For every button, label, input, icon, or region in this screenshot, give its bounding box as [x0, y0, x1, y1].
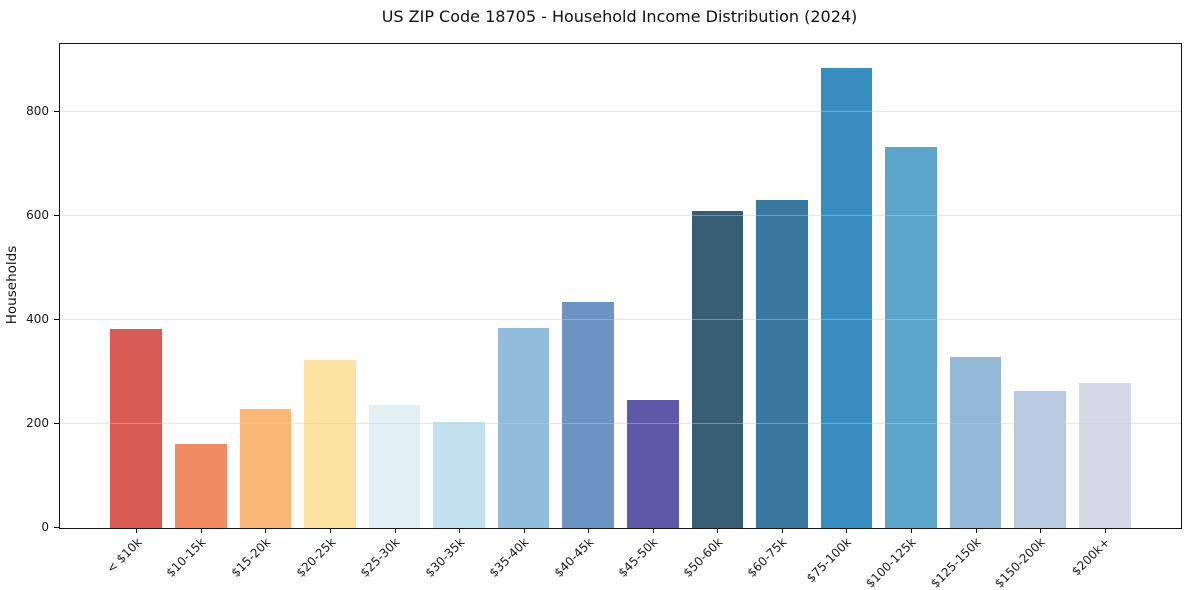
x-tick-mark: [523, 528, 525, 533]
bar: [691, 211, 744, 528]
y-tick-mark: [54, 318, 59, 320]
y-tick-label: 800: [26, 103, 49, 118]
x-tick-mark: [329, 528, 331, 533]
x-tick-label: $20-25k: [293, 535, 338, 580]
y-tick-mark: [54, 422, 59, 424]
x-tick-mark: [136, 528, 138, 533]
y-tick-mark: [54, 527, 59, 528]
y-tick-label: 600: [26, 207, 49, 222]
bar: [497, 327, 550, 528]
bar-slot: [685, 44, 750, 528]
y-tick-label: 200: [26, 415, 49, 430]
x-tick-label: $25-30k: [357, 535, 403, 580]
bar: [1014, 391, 1066, 528]
x-tick-label: $50-60k: [680, 535, 726, 580]
bar-slot: [233, 44, 298, 528]
bar-slot: [1008, 44, 1073, 528]
bar-slot: [491, 44, 556, 528]
bar-slot: [556, 44, 621, 528]
x-tick-label: $15-20k: [228, 535, 274, 580]
x-tick-label: $125-150k: [927, 535, 984, 590]
x-tick-label: $100-125k: [863, 535, 919, 590]
x-tick-label: $150-200k: [992, 535, 1049, 590]
x-tick-mark: [781, 528, 783, 533]
bar-slot: [879, 44, 944, 528]
bar-slot: [169, 44, 234, 528]
x-tick-mark: [717, 528, 719, 533]
x-tick-label: $200k+: [1069, 535, 1113, 579]
x-tick-mark: [265, 528, 267, 533]
x-tick-mark: [588, 528, 590, 533]
bar: [110, 328, 163, 528]
x-tick-label: $60-75k: [744, 535, 790, 580]
bar: [1078, 382, 1131, 528]
bar: [756, 199, 808, 528]
x-tick-mark: [652, 528, 654, 533]
bar-slot: [1072, 44, 1137, 528]
x-tick-mark: [1040, 528, 1042, 533]
bar-slot: [298, 44, 363, 528]
x-tick-mark: [394, 528, 396, 533]
bar: [239, 408, 292, 528]
x-tick-label: < $10k: [103, 535, 145, 576]
x-tick-mark: [459, 528, 461, 533]
bar-slot: [362, 44, 427, 528]
bar: [626, 399, 679, 528]
bar: [175, 443, 227, 528]
x-tick-label: $10-15k: [163, 535, 209, 580]
plot-area: [59, 43, 1182, 529]
bar-slot: [814, 44, 879, 528]
bar: [433, 422, 485, 528]
x-tick-label: $35-40k: [486, 535, 532, 580]
bar: [949, 356, 1002, 528]
x-tick-mark: [846, 528, 848, 533]
bar-slot: [621, 44, 686, 528]
bar: [885, 146, 937, 528]
x-tick-mark: [975, 528, 977, 533]
bars-layer: [104, 44, 1137, 528]
bar-slot: [427, 44, 492, 528]
bar-slot: [104, 44, 169, 528]
y-tick-mark: [54, 214, 59, 216]
x-tick-label: $75-100k: [804, 535, 855, 586]
chart-title: US ZIP Code 18705 - Household Income Dis…: [381, 7, 858, 26]
y-tick-label: 0: [41, 520, 49, 534]
x-tick-label: $40-45k: [551, 535, 597, 580]
bar: [820, 68, 873, 528]
bar-slot: [750, 44, 815, 528]
bar: [304, 359, 356, 528]
x-tick-label: $45-50k: [615, 535, 661, 580]
bar: [562, 302, 615, 528]
y-tick-label: 400: [26, 311, 49, 326]
x-tick-mark: [911, 528, 913, 533]
y-tick-mark: [54, 110, 59, 112]
x-tick-label: $30-35k: [422, 535, 467, 580]
x-tick-mark: [200, 528, 202, 533]
x-tick-mark: [1104, 528, 1106, 533]
bar: [368, 404, 421, 528]
bar-slot: [943, 44, 1008, 528]
